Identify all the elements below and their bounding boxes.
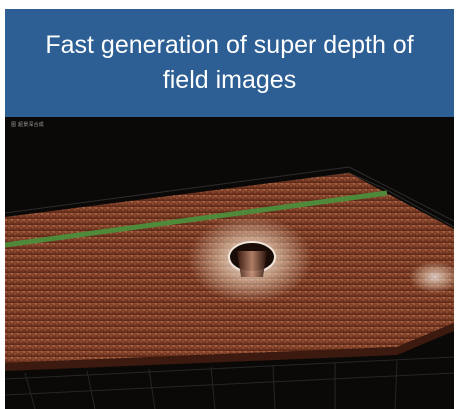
surface-edge [5,323,454,371]
viewer-caption: 图 超景深合成 [11,122,44,128]
edge-highlight [409,261,454,293]
depth-render [5,166,454,409]
3d-depth-viewer[interactable]: 图 超景深合成 [5,117,454,409]
banner-title: Fast generation of super depth of field … [45,31,414,94]
feature-card: Fast generation of super depth of field … [5,9,454,409]
title-banner: Fast generation of super depth of field … [5,9,454,117]
base-grid [5,356,454,409]
scan-line [5,190,388,248]
hole-wall [237,251,267,277]
